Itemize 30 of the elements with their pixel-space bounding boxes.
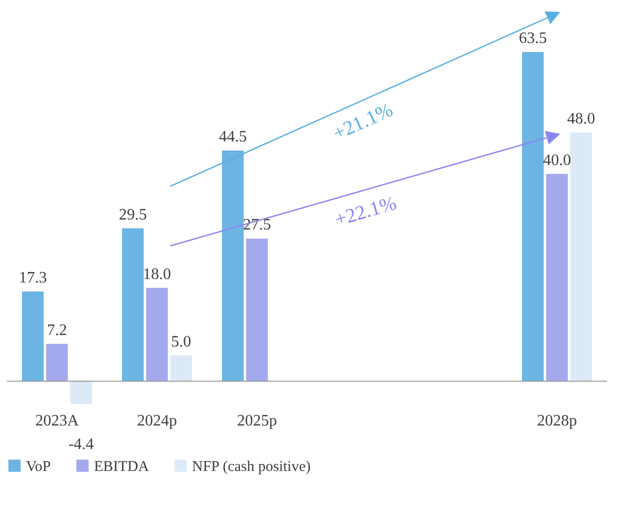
data-label: -4.4 <box>68 436 94 453</box>
data-label: 5.0 <box>171 333 192 350</box>
bar <box>46 344 68 382</box>
bar <box>546 174 568 382</box>
bar <box>146 288 168 382</box>
bar <box>570 132 592 382</box>
data-label: 44.5 <box>218 128 247 146</box>
annotation: +22.1% <box>332 192 399 232</box>
bar <box>122 228 144 382</box>
x-tick-label: 2023A <box>35 412 80 430</box>
data-label: 63.5 <box>518 30 547 47</box>
bar <box>70 381 92 404</box>
data-label: 27.5 <box>243 216 271 234</box>
data-label: 48.0 <box>567 110 596 128</box>
x-tick-label: 2028p <box>537 412 577 430</box>
bar <box>222 150 244 382</box>
x-tick-label: 2024p <box>137 412 177 430</box>
legend-label: VoP <box>26 458 51 475</box>
annotation: +21.1% <box>330 98 396 145</box>
legend-label: NFP (cash positive) <box>192 458 311 475</box>
bar <box>246 238 268 382</box>
data-label: 17.3 <box>18 270 47 287</box>
data-label: 7.2 <box>47 322 67 339</box>
legend-label: EBITDA <box>94 458 150 475</box>
x-tick-label: 2025p <box>237 412 277 430</box>
bar <box>170 355 192 382</box>
data-label: 29.5 <box>118 206 147 224</box>
data-label: 18.0 <box>143 266 171 283</box>
bar <box>22 292 44 382</box>
bar <box>522 52 544 382</box>
